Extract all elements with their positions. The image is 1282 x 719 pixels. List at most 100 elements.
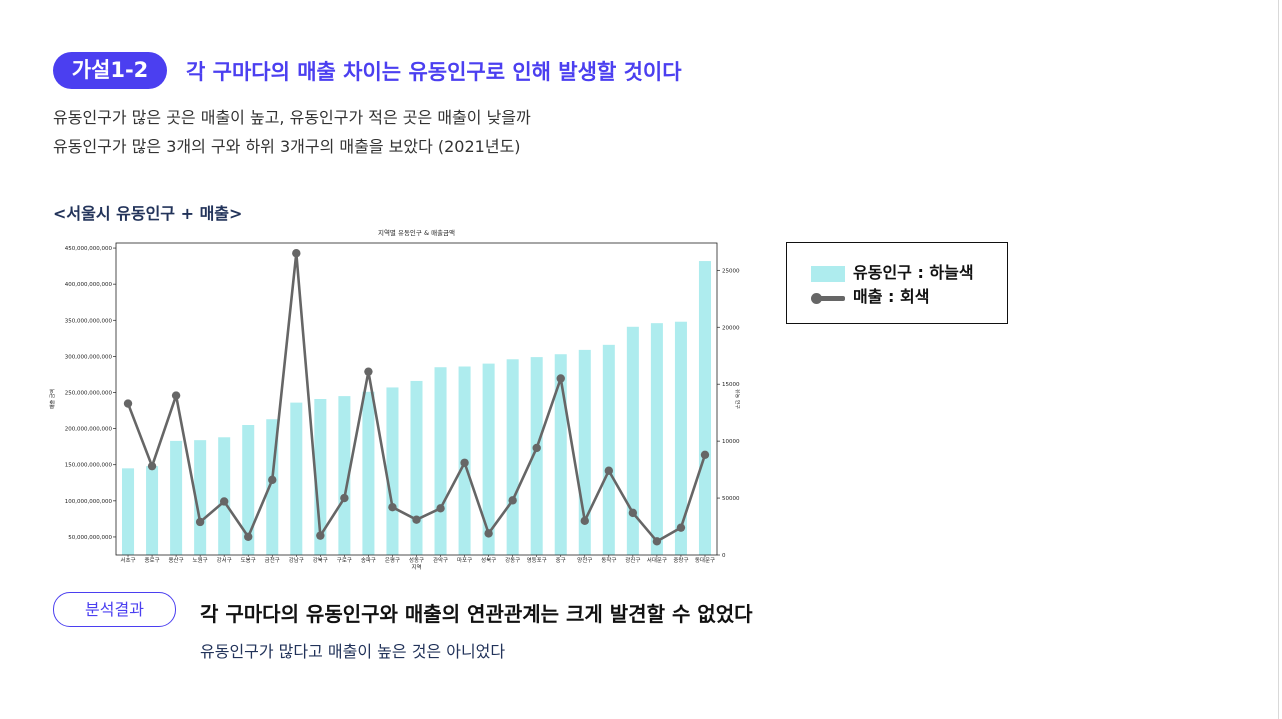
result-title: 각 구마다의 유동인구와 매출의 연관관계는 크게 발견할 수 없었다 bbox=[200, 602, 753, 626]
y-tick-label-5: 300,000,000,000 bbox=[65, 354, 113, 360]
y2-tick-label-0: 0 bbox=[722, 553, 726, 559]
section-title: <서울시 유동인구 + 매출> bbox=[53, 204, 243, 223]
sales-point-8 bbox=[316, 531, 325, 540]
legend-line-entry: 매출 : 회색 bbox=[811, 283, 930, 306]
sales-point-23 bbox=[676, 523, 686, 532]
bar-9 bbox=[338, 396, 351, 555]
sales-point-17 bbox=[532, 443, 541, 453]
chart-title: 지역별 유동인구 & 매출금액 bbox=[378, 228, 455, 237]
x-tick-label-0: 서초구 bbox=[120, 556, 135, 564]
legend-box: 유동인구 : 하늘색 매출 : 회색 bbox=[786, 242, 1008, 324]
y2-tick-label-3: 150000 bbox=[722, 382, 740, 388]
y-tick-label-8: 450,000,000,000 bbox=[65, 246, 113, 252]
x-axis-label: 지역 bbox=[411, 563, 421, 571]
bar-10 bbox=[362, 391, 375, 555]
y2-tick-label-2: 100000 bbox=[722, 439, 740, 445]
sales-point-12 bbox=[412, 515, 421, 524]
bar-18 bbox=[554, 354, 567, 555]
bar-8 bbox=[314, 399, 327, 555]
bar-3 bbox=[194, 440, 207, 555]
hypothesis-question: 유동인구가 많은 곳은 매출이 높고, 유동인구가 적은 곳은 매출이 낮을까 bbox=[53, 108, 531, 127]
sales-point-22 bbox=[652, 537, 662, 546]
bar-16 bbox=[506, 359, 519, 555]
sales-point-3 bbox=[195, 517, 205, 527]
y-tick-label-6: 350,000,000,000 bbox=[65, 318, 113, 324]
sales-point-19 bbox=[580, 516, 589, 526]
x-tick-label-21: 광진구 bbox=[625, 556, 640, 564]
sales-point-11 bbox=[388, 502, 397, 512]
x-tick-label-8: 강북구 bbox=[313, 557, 328, 564]
x-tick-label-18: 중구 bbox=[556, 557, 566, 564]
x-tick-label-11: 은평구 bbox=[385, 557, 400, 564]
x-tick-label-10: 송파구 bbox=[361, 556, 376, 564]
sales-point-5 bbox=[244, 532, 253, 541]
legend-line-swatch bbox=[811, 290, 845, 306]
sales-point-7 bbox=[292, 249, 301, 258]
x-tick-label-4: 강서구 bbox=[217, 556, 232, 564]
x-tick-label-13: 관악구 bbox=[433, 556, 448, 564]
result-subtitle: 유동인구가 많다고 매출이 높은 것은 아니었다 bbox=[200, 642, 506, 661]
sales-point-4 bbox=[219, 497, 229, 506]
x-tick-label-6: 금천구 bbox=[265, 556, 280, 564]
x-tick-label-15: 성북구 bbox=[481, 556, 496, 564]
bar-15 bbox=[482, 363, 495, 555]
bar-5 bbox=[242, 425, 255, 555]
result-badge: 분석결과 bbox=[53, 592, 176, 627]
sales-point-16 bbox=[508, 496, 517, 505]
y-tick-label-1: 100,000,000,000 bbox=[65, 499, 113, 505]
y2-tick-label-4: 200000 bbox=[722, 325, 740, 331]
bar-21 bbox=[626, 326, 639, 555]
y-tick-label-2: 150,000,000,000 bbox=[65, 463, 113, 469]
x-tick-label-24: 동대문구 bbox=[695, 556, 715, 564]
sales-point-10 bbox=[364, 367, 373, 376]
legend-bar-label: 유동인구 : 하늘색 bbox=[853, 263, 974, 282]
y-axis-label: 매출 금액 bbox=[49, 389, 56, 409]
legend-bar-entry: 유동인구 : 하늘색 bbox=[811, 259, 974, 282]
bar-11 bbox=[386, 387, 399, 555]
x-tick-label-17: 영등포구 bbox=[527, 556, 547, 564]
bar-17 bbox=[530, 357, 543, 555]
y2-tick-label-5: 250000 bbox=[722, 268, 740, 274]
hypothesis-title: 각 구마다의 매출 차이는 유동인구로 인해 발생할 것이다 bbox=[186, 60, 682, 84]
sales-point-9 bbox=[340, 493, 349, 503]
x-tick-label-7: 강남구 bbox=[289, 556, 304, 564]
hypothesis-method: 유동인구가 많은 3개의 구와 하위 3개구의 매출을 보았다 (2021년도) bbox=[53, 137, 521, 156]
bar-13 bbox=[434, 367, 447, 555]
y-tick-label-4: 250,000,000,000 bbox=[65, 391, 113, 397]
bar-12 bbox=[410, 380, 423, 555]
x-tick-label-1: 종로구 bbox=[144, 557, 159, 564]
x-tick-label-23: 중랑구 bbox=[673, 557, 688, 564]
x-tick-label-14: 마포구 bbox=[457, 556, 472, 564]
sales-point-15 bbox=[484, 529, 493, 538]
x-tick-label-2: 용산구 bbox=[169, 556, 184, 564]
sales-point-18 bbox=[556, 374, 565, 383]
x-tick-label-20: 동작구 bbox=[601, 557, 616, 564]
legend-bar-swatch bbox=[811, 265, 845, 282]
x-tick-label-5: 도봉구 bbox=[241, 557, 256, 564]
y-tick-label-0: 50,000,000,000 bbox=[68, 535, 112, 541]
bar-1 bbox=[146, 466, 159, 555]
y-tick-label-3: 200,000,000,000 bbox=[65, 427, 113, 433]
sales-point-0 bbox=[123, 399, 133, 408]
page-divider bbox=[1278, 0, 1279, 719]
bar-2 bbox=[170, 440, 183, 555]
sales-point-14 bbox=[460, 458, 469, 467]
bar-7 bbox=[290, 402, 303, 555]
x-tick-label-19: 양천구 bbox=[577, 556, 592, 564]
sales-point-13 bbox=[436, 504, 445, 513]
y-tick-label-7: 400,000,000,000 bbox=[65, 282, 113, 288]
legend-line-label: 매출 : 회색 bbox=[853, 287, 930, 306]
x-tick-label-22: 서대문구 bbox=[647, 556, 667, 564]
hypothesis-badge: 가설1-2 bbox=[53, 52, 167, 89]
x-tick-label-3: 노원구 bbox=[193, 556, 208, 564]
x-tick-label-9: 구로구 bbox=[337, 557, 352, 564]
bar-24 bbox=[698, 261, 711, 555]
sales-point-6 bbox=[268, 475, 277, 485]
sales-point-1 bbox=[147, 461, 157, 471]
sales-point-2 bbox=[171, 391, 181, 400]
bar-22 bbox=[650, 323, 663, 555]
sales-point-24 bbox=[700, 450, 710, 459]
bar-0 bbox=[122, 468, 135, 555]
y2-axis-label: 유동 인구 bbox=[734, 389, 740, 409]
sales-point-20 bbox=[604, 466, 614, 475]
